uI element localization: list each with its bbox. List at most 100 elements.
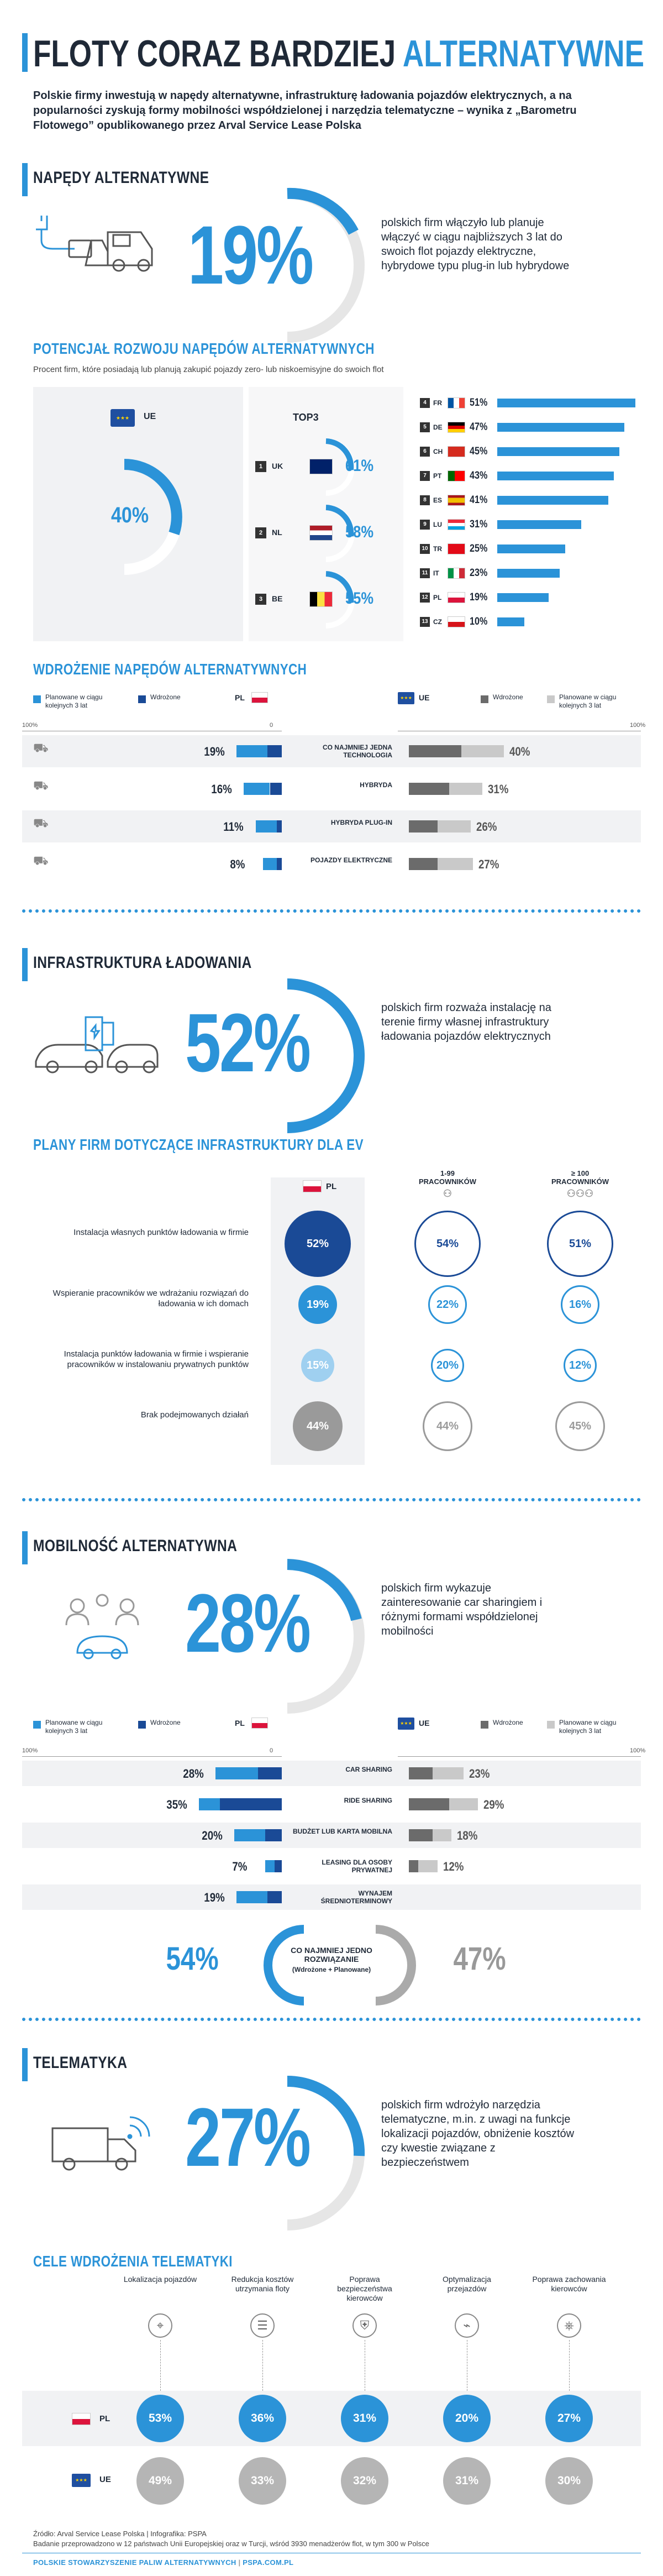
- row-label: HYBRYDA PLUG-IN: [330, 819, 392, 826]
- ue-bar-done: [409, 1798, 450, 1810]
- ring-circle: 45%: [555, 1401, 605, 1451]
- plan-row: Wspieranie pracowników we wdrażaniu rozw…: [22, 1277, 641, 1332]
- deploy-legend: Planowane w ciągu kolejnych 3 lat Wdrożon…: [22, 691, 645, 735]
- potential-title: POTENCJAŁ ROZWOJU NAPĘDÓW ALTERNATYWNYCH: [33, 340, 375, 357]
- ue-value: 29%: [483, 1798, 504, 1811]
- pl-circle: 15%: [301, 1349, 334, 1382]
- eu-flag-icon: ★★★: [398, 692, 414, 704]
- ev-car-icon: [30, 210, 163, 279]
- country-percent: 51%: [470, 397, 488, 409]
- country-row: 11 IT 23%: [414, 564, 646, 583]
- ch-flag-icon: [448, 446, 465, 457]
- top3-item: 2 NL 58%: [249, 503, 403, 564]
- shield-icon: ⛨: [352, 2313, 377, 2338]
- lu-flag-icon: [448, 519, 465, 530]
- comparison-row: ⛟ 19% CO NAJMNIEJ JEDNA TECHNOLOGIA 40%: [22, 735, 641, 767]
- mobility-legend: Planowane w ciągu kolejnych 3 lat Wdrożon…: [22, 1716, 645, 1761]
- legend-swatch: [547, 1721, 555, 1729]
- footer-url-link[interactable]: PSPA.COM.PL: [243, 2558, 294, 2567]
- goal-ue-circle: 30%: [545, 2457, 593, 2505]
- country-code: TR: [433, 545, 442, 553]
- plan-label: Instalacja własnych punktów ładowania w …: [73, 1228, 249, 1237]
- potential-subtitle: Procent firm, które posiadają lub planuj…: [33, 365, 384, 374]
- ue-bar-planned: [437, 820, 471, 833]
- top3-percent: 61%: [345, 457, 374, 475]
- ue-value: 26%: [476, 820, 497, 834]
- country-code: FR: [433, 399, 442, 407]
- page-title: FLOTY CORAZ BARDZIEJ ALTERNATYWNE: [33, 32, 644, 75]
- intro-text: Polskie firmy inwestują w napędy alterna…: [33, 90, 577, 132]
- ue-bar-done: [409, 1829, 433, 1841]
- rank-badge: 11: [420, 568, 430, 578]
- section-title: TELEMATYKA: [33, 2054, 128, 2072]
- steering-wheel-icon: ⎈: [557, 2313, 581, 2338]
- vehicle-icon: ⛟: [33, 816, 49, 830]
- pl-bar-done: [275, 1860, 282, 1872]
- row-label: CAR SHARING: [345, 1766, 392, 1773]
- ue-value: 27%: [478, 857, 499, 871]
- section-title: INFRASTRUKTURA ŁADOWANIA: [33, 954, 252, 972]
- plans-title: PLANY FIRM DOTYCZĄCE INFRASTRUKTURY DLA …: [33, 1136, 364, 1153]
- s2-description: polskich firm rozważa instalację na tere…: [381, 1002, 551, 1043]
- plans-rows: Instalacja własnych punktów ładowania w …: [22, 1211, 641, 1470]
- plan-label: Brak podejmowanych działań: [140, 1410, 249, 1420]
- legend-label: Wdrożone: [493, 1719, 523, 1726]
- legend-swatch: [481, 695, 488, 703]
- rank-badge: 6: [420, 447, 430, 457]
- telematics-goals: PL ★★★ UE Lokalizacja pojazdów ⌖ 53% 49% Redukc…: [22, 2275, 641, 2535]
- ring-circle: 16%: [561, 1285, 599, 1324]
- country-bar: [497, 520, 581, 529]
- s1-description: polskich firm włączyło lub planuje włącz…: [381, 217, 570, 272]
- plans-small-header: 1-99 PRACOWNIKÓW ⚇: [406, 1169, 489, 1200]
- pl-bar-done: [270, 783, 282, 795]
- pl-bar-done: [258, 1767, 282, 1779]
- s4-description: polskich firm wdrożyło narzędzia telemat…: [381, 2099, 575, 2169]
- deploy-title: WDROŻENIE NAPĘDÓW ALTERNATYWNYCH: [33, 661, 307, 678]
- plan-row: Instalacja własnych punktów ładowania w …: [22, 1211, 641, 1277]
- ue-bar-done: [409, 1767, 433, 1779]
- section-title: MOBILNOŚĆ ALTERNATYWNA: [33, 1537, 238, 1555]
- ue-arc: [124, 459, 182, 575]
- pt-flag-icon: [448, 470, 465, 481]
- country-percent: 23%: [470, 567, 488, 579]
- legend-swatch: [138, 695, 146, 703]
- pl-bar-planned: [215, 1767, 258, 1779]
- cz-flag-icon: [448, 616, 465, 627]
- telematics-pl-row-bg: [22, 2391, 641, 2446]
- ue-value: 18%: [457, 1829, 478, 1842]
- goal-connector: [160, 2340, 161, 2391]
- pl-value: 20%: [202, 1829, 223, 1842]
- country-row: 6 CH 45%: [414, 442, 646, 461]
- row-label: LEASING DLA OSOBY PRYWATNEJ: [322, 1858, 392, 1874]
- country-row: 5 DE 47%: [414, 418, 646, 437]
- rank-badge: 13: [420, 617, 430, 627]
- eu-flag-icon: ★★★: [110, 409, 135, 427]
- pl-bar-done: [267, 745, 282, 757]
- pl-value: 35%: [166, 1798, 187, 1811]
- pl-value: 7%: [232, 1860, 248, 1873]
- ue-bar-planned: [461, 745, 504, 757]
- rank-badge: 1: [255, 461, 266, 472]
- legend-swatch: [33, 695, 41, 703]
- ue-bar-planned: [418, 1860, 438, 1872]
- section-bar: [22, 163, 28, 196]
- s3-arc: [287, 1559, 365, 1714]
- country-percent: 10%: [470, 616, 488, 627]
- ue-bar-planned: [449, 1798, 478, 1810]
- pl-circle: 44%: [293, 1401, 343, 1451]
- pl-bar-planned: [236, 1891, 268, 1903]
- section-bar: [22, 1531, 28, 1564]
- goal-label: Poprawa zachowania kierowców: [532, 2275, 606, 2293]
- country-percent: 45%: [470, 446, 488, 457]
- telematics-van-icon: [47, 2106, 157, 2181]
- s2-arc: [287, 978, 365, 1133]
- telematics-ue-label: UE: [99, 2475, 111, 2484]
- country-code: DE: [433, 423, 443, 431]
- legend-swatch: [138, 1721, 146, 1729]
- country-row: 4 FR 51%: [414, 394, 646, 412]
- top3-label: TOP3: [293, 412, 319, 423]
- es-flag-icon: [448, 495, 465, 506]
- pl-value: 16%: [211, 782, 232, 796]
- pl-bar-planned: [234, 1829, 265, 1841]
- person-icon: ⚇: [443, 1188, 452, 1199]
